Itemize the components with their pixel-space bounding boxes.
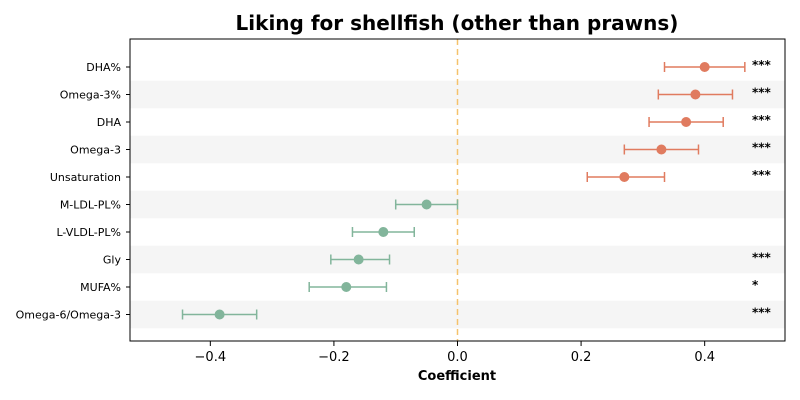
significance-labels: ********************** bbox=[752, 58, 772, 320]
x-tick-label: −0.4 bbox=[195, 350, 227, 365]
point-estimate bbox=[681, 117, 692, 127]
significance-label: *** bbox=[752, 306, 772, 320]
chart-title: Liking for shellfish (other than prawns) bbox=[236, 11, 679, 35]
y-tick-label: DHA bbox=[97, 116, 122, 129]
estimate-dha- bbox=[663, 62, 746, 72]
point-estimate bbox=[341, 282, 352, 292]
estimate-omega-6-omega-3 bbox=[181, 309, 258, 320]
estimate-gly bbox=[330, 254, 391, 265]
significance-label: *** bbox=[752, 168, 772, 182]
significance-label: *** bbox=[752, 141, 772, 155]
y-tick-label: Unsaturation bbox=[50, 171, 121, 184]
estimate-m-ldl-pl- bbox=[394, 199, 459, 210]
estimate-dha bbox=[648, 117, 724, 127]
estimate-omega-3 bbox=[623, 144, 700, 155]
significance-label: *** bbox=[752, 113, 772, 127]
point-estimate bbox=[378, 227, 389, 237]
point-estimate bbox=[690, 89, 701, 100]
estimate-mufa- bbox=[308, 282, 388, 292]
significance-label: *** bbox=[752, 86, 772, 100]
point-estimate bbox=[619, 172, 630, 182]
y-tick-label: Gly bbox=[103, 254, 122, 267]
x-axis-label: Coefficient bbox=[418, 369, 496, 384]
x-tick-label: 0.2 bbox=[571, 350, 592, 365]
significance-label: * bbox=[752, 278, 759, 292]
y-tick-label: L-VLDL-PL% bbox=[56, 226, 121, 239]
plot-frame bbox=[129, 38, 786, 342]
y-tick-label: Omega-3 bbox=[70, 144, 121, 157]
point-estimate bbox=[421, 199, 432, 210]
x-tick-label: −0.2 bbox=[318, 350, 350, 365]
data-marks bbox=[181, 62, 746, 320]
significance-label: *** bbox=[752, 251, 772, 265]
estimate-unsaturation bbox=[586, 172, 666, 182]
estimate-omega-3- bbox=[657, 89, 734, 100]
x-tick-label: 0.0 bbox=[447, 350, 468, 365]
x-tick-label: 0.4 bbox=[694, 350, 715, 365]
significance-label: *** bbox=[752, 58, 772, 72]
estimate-l-vldl-pl- bbox=[351, 227, 415, 237]
point-estimate bbox=[214, 309, 225, 320]
y-tick-label: Omega-3% bbox=[60, 89, 121, 102]
y-tick-label: Omega-6/Omega-3 bbox=[16, 309, 121, 322]
point-estimate bbox=[353, 254, 364, 265]
y-tick-label: M-LDL-PL% bbox=[60, 199, 121, 212]
y-tick-label: DHA% bbox=[86, 61, 121, 74]
x-axis: −0.4 −0.2 0.0 0.2 0.4 bbox=[195, 341, 715, 365]
point-estimate bbox=[656, 144, 667, 155]
y-tick-label: MUFA% bbox=[80, 281, 121, 294]
y-tick-labels: DHA% Omega-3% DHA Omega-3 Unsaturation M-LDL-… bbox=[16, 61, 130, 322]
point-estimate bbox=[699, 62, 710, 72]
